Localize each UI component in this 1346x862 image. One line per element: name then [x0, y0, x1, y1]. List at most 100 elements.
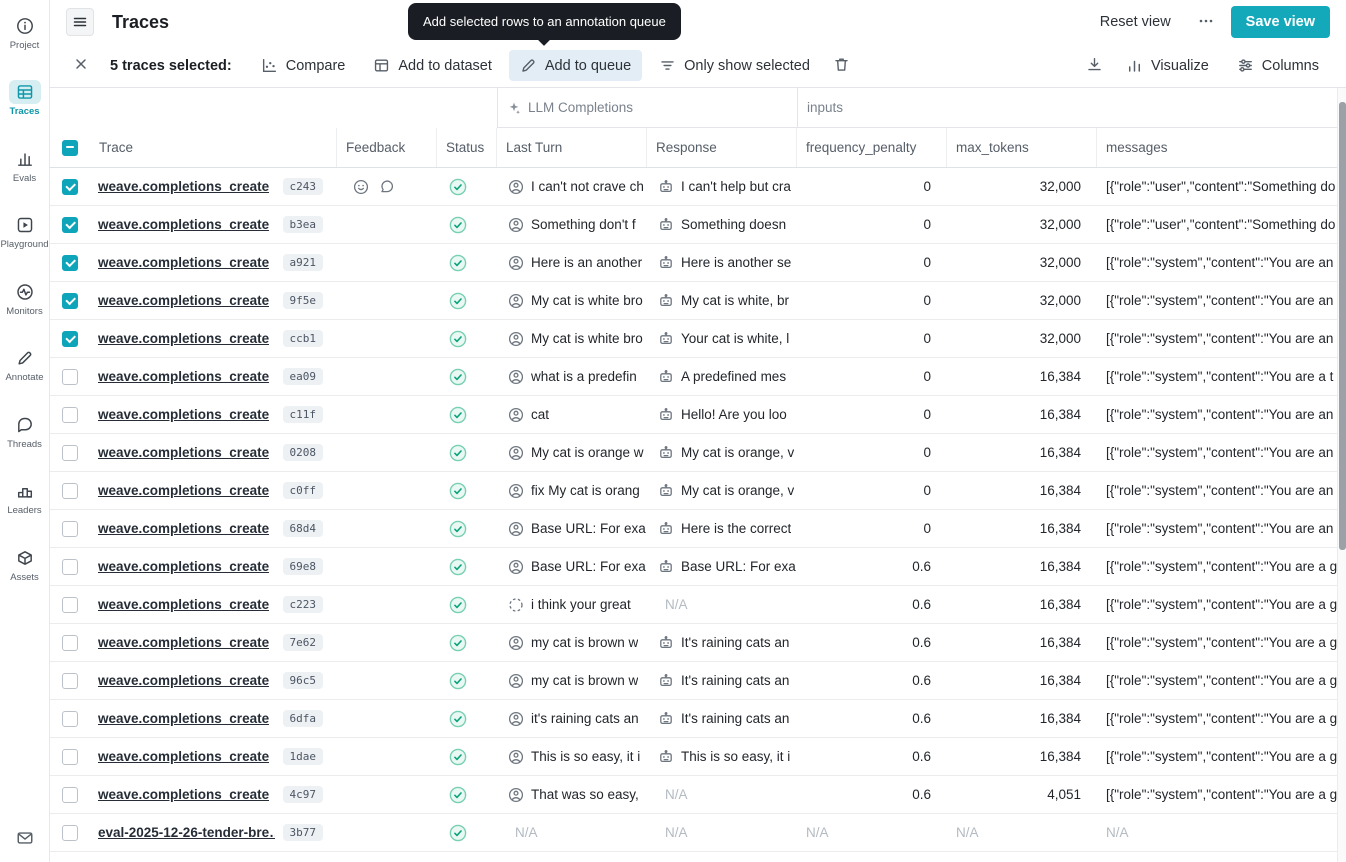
trace-link[interactable]: weave.completions_create [98, 711, 270, 726]
reset-view-button[interactable]: Reset view [1090, 7, 1181, 37]
trace-link[interactable]: weave.completions_create [98, 521, 270, 536]
sidebar-item-evals[interactable]: Evals [0, 147, 50, 184]
column-header-last-turn[interactable]: Last Turn [497, 128, 647, 167]
table-row[interactable]: weave.completions_create b3ea Something … [50, 206, 1337, 244]
response-role-icon [658, 369, 674, 385]
table-row[interactable]: weave.completions_create c11f cat Hello!… [50, 396, 1337, 434]
row-checkbox[interactable] [62, 824, 78, 841]
table-row[interactable]: weave.completions_create 9f5e My cat is … [50, 282, 1337, 320]
table-row[interactable]: weave.completions_create a921 Here is an… [50, 244, 1337, 282]
row-checkbox[interactable] [62, 216, 78, 233]
row-checkbox[interactable] [62, 444, 78, 461]
add-to-queue-button[interactable]: Add to queue [508, 50, 643, 81]
last-turn-role-icon [508, 255, 524, 271]
response-cell: Something doesn [647, 206, 797, 243]
column-header-feedback[interactable]: Feedback [337, 128, 437, 167]
sidebar-item-traces[interactable]: Traces [0, 80, 50, 117]
trace-link[interactable]: eval-2025-12-26-tender-bre… [98, 825, 275, 840]
trace-link[interactable]: weave.completions_create [98, 217, 270, 232]
column-header-max-tokens[interactable]: max_tokens [947, 128, 1097, 167]
column-header-response[interactable]: Response [647, 128, 797, 167]
table-row[interactable]: weave.completions_create ea09 what is a … [50, 358, 1337, 396]
trace-link[interactable]: weave.completions_create [98, 673, 270, 688]
only-show-selected-button[interactable]: Only show selected [648, 50, 821, 81]
row-checkbox[interactable] [62, 558, 78, 575]
table-row[interactable]: weave.completions_create c243 I can't no… [50, 168, 1337, 206]
sidebar-item-annotate[interactable]: Annotate [0, 346, 50, 383]
sidebar-item-monitors[interactable]: Monitors [0, 280, 50, 317]
row-checkbox[interactable] [62, 482, 78, 499]
more-options-button[interactable] [1191, 7, 1221, 37]
row-checkbox[interactable] [62, 672, 78, 689]
status-cell [437, 282, 497, 319]
trace-link[interactable]: weave.completions_create [98, 749, 270, 764]
sidebar-item-project[interactable]: Project [0, 14, 50, 51]
trace-link[interactable]: weave.completions_create [98, 483, 270, 498]
table-row[interactable]: weave.completions_create ccb1 My cat is … [50, 320, 1337, 358]
table-menu-button[interactable] [66, 8, 94, 36]
add-to-dataset-button[interactable]: Add to dataset [362, 50, 503, 81]
row-checkbox[interactable] [62, 406, 78, 423]
trace-link[interactable]: weave.completions_create [98, 369, 270, 384]
row-checkbox[interactable] [62, 710, 78, 727]
row-select-cell [50, 738, 90, 775]
column-header-frequency-penalty[interactable]: frequency_penalty [797, 128, 947, 167]
table-row[interactable]: weave.completions_create 6dfa it's raini… [50, 700, 1337, 738]
row-checkbox[interactable] [62, 520, 78, 537]
column-header-messages[interactable]: messages [1106, 140, 1168, 155]
row-checkbox[interactable] [62, 292, 78, 309]
table-row[interactable]: weave.completions_create 7e62 my cat is … [50, 624, 1337, 662]
compare-button[interactable]: Compare [250, 50, 357, 81]
sidebar-item-label: Traces [9, 106, 40, 118]
pencil-icon [520, 57, 537, 74]
table-row[interactable]: weave.completions_create 1dae This is so… [50, 738, 1337, 776]
row-checkbox[interactable] [62, 178, 78, 195]
scrollbar-thumb[interactable] [1339, 102, 1346, 550]
save-view-button[interactable]: Save view [1230, 6, 1330, 38]
table-row[interactable]: weave.completions_create c223 i think yo… [50, 586, 1337, 624]
emoji-reaction-icon[interactable] [353, 179, 369, 195]
trace-link[interactable]: weave.completions_create [98, 597, 270, 612]
visualize-button[interactable]: Visualize [1115, 50, 1220, 81]
table-row[interactable]: weave.completions_create 4c97 That was s… [50, 776, 1337, 814]
table-row[interactable]: weave.completions_create 0208 My cat is … [50, 434, 1337, 472]
trace-link[interactable]: weave.completions_create [98, 445, 270, 460]
row-checkbox[interactable] [62, 786, 78, 803]
vertical-scrollbar[interactable] [1337, 88, 1346, 862]
feedback-mail-button[interactable] [0, 829, 50, 852]
trace-link[interactable]: weave.completions_create [98, 179, 270, 194]
column-header-trace[interactable]: Trace [90, 128, 337, 167]
trace-link[interactable]: weave.completions_create [98, 635, 270, 650]
last-turn-text: my cat is brown w [531, 673, 639, 688]
row-checkbox[interactable] [62, 330, 78, 347]
row-checkbox[interactable] [62, 596, 78, 613]
trace-link[interactable]: weave.completions_create [98, 293, 270, 308]
row-checkbox[interactable] [62, 748, 78, 765]
columns-button[interactable]: Columns [1226, 50, 1330, 81]
trace-link[interactable]: weave.completions_create [98, 255, 270, 270]
trace-link[interactable]: weave.completions_create [98, 407, 270, 422]
clear-selection-button[interactable] [66, 51, 96, 81]
table-row[interactable]: weave.completions_create c0ff fix My cat… [50, 472, 1337, 510]
trace-link[interactable]: weave.completions_create [98, 559, 270, 574]
last-turn-text: what is a predefin [531, 369, 637, 384]
sidebar-item-assets[interactable]: Assets [0, 546, 50, 583]
row-checkbox[interactable] [62, 368, 78, 385]
table-row[interactable]: weave.completions_create 96c5 my cat is … [50, 662, 1337, 700]
table-row[interactable]: eval-2025-12-26-tender-bre… 3b77 N/A N/A… [50, 814, 1337, 852]
export-button[interactable] [1079, 51, 1109, 81]
row-checkbox[interactable] [62, 254, 78, 271]
select-all-checkbox[interactable] [62, 139, 78, 156]
trace-link[interactable]: weave.completions_create [98, 787, 270, 802]
sidebar-item-playground[interactable]: Playground [0, 213, 50, 250]
column-header-status[interactable]: Status [437, 128, 497, 167]
sidebar-item-threads[interactable]: Threads [0, 413, 50, 450]
comment-icon[interactable] [379, 179, 395, 195]
table-row[interactable]: weave.completions_create 68d4 Base URL: … [50, 510, 1337, 548]
table-row[interactable]: weave.completions_create 69e8 Base URL: … [50, 548, 1337, 586]
trace-link[interactable]: weave.completions_create [98, 331, 270, 346]
trace-cell: weave.completions_create 96c5 [90, 662, 337, 699]
row-checkbox[interactable] [62, 634, 78, 651]
delete-selected-button[interactable] [827, 51, 857, 81]
sidebar-item-leaders[interactable]: Leaders [0, 479, 50, 516]
